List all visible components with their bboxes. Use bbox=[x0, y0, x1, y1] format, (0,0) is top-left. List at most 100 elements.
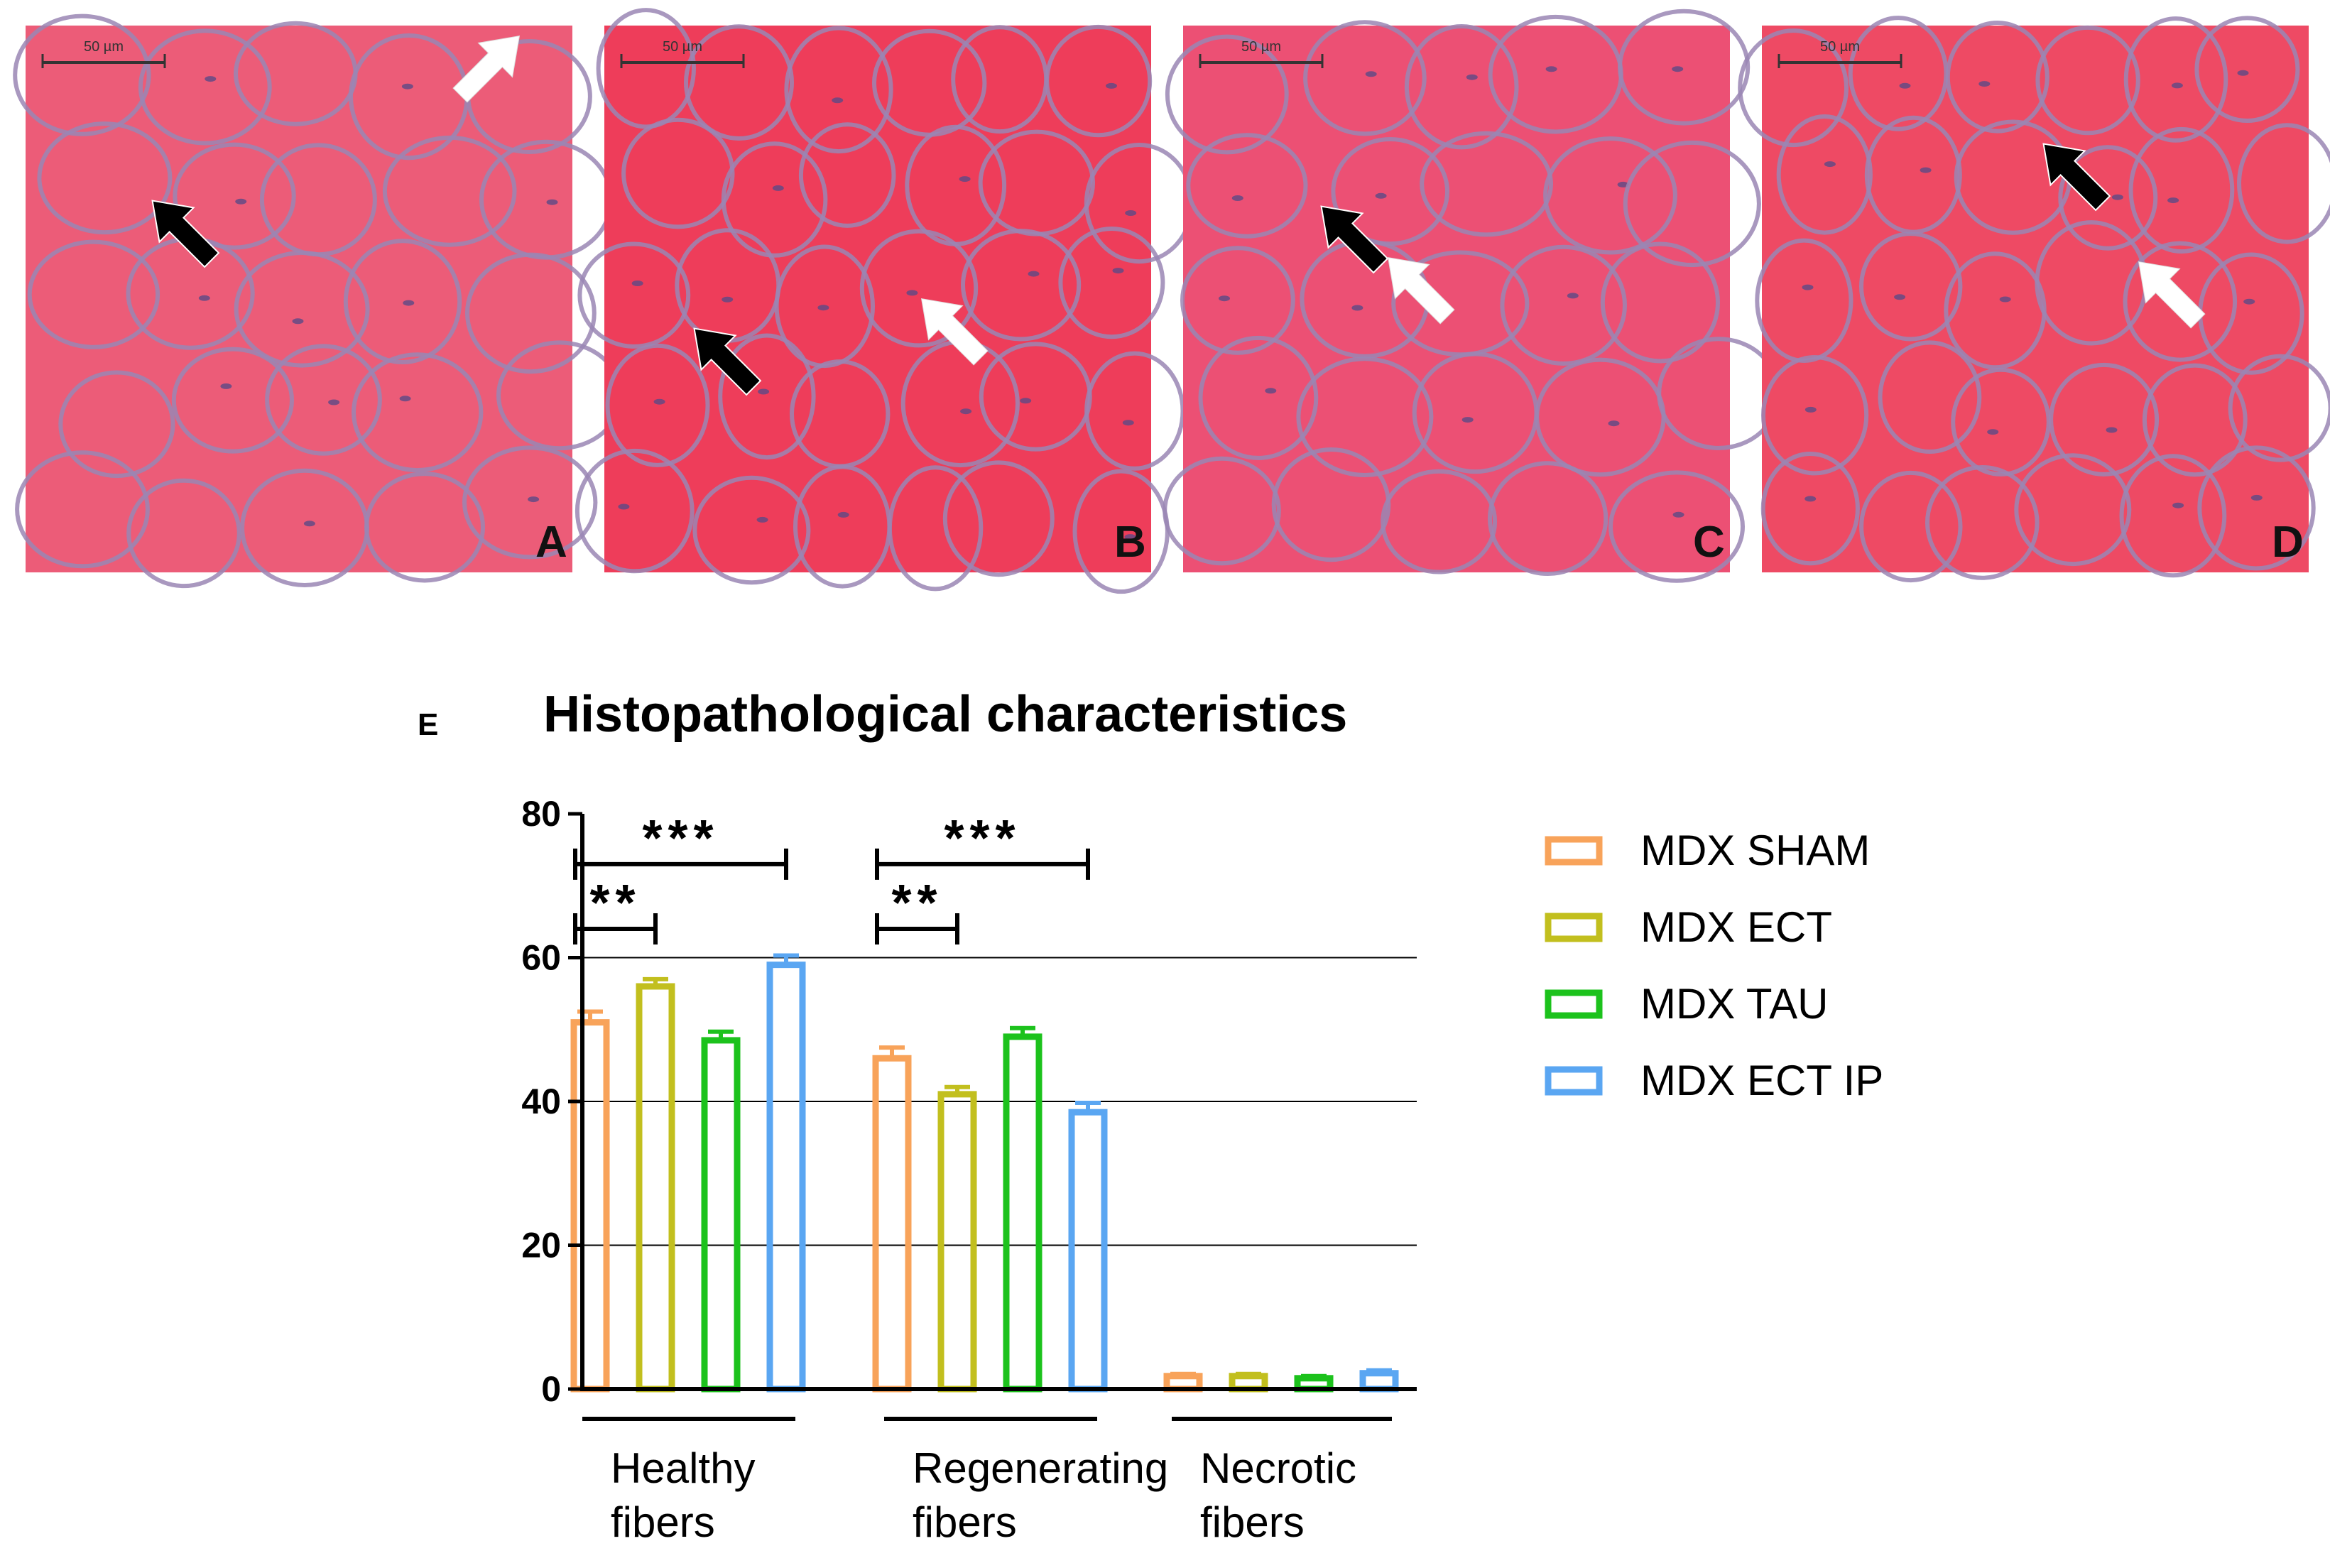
nucleus bbox=[2167, 197, 2179, 204]
nucleus bbox=[1231, 195, 1243, 201]
nucleus bbox=[817, 305, 829, 311]
muscle-fiber bbox=[13, 13, 151, 136]
muscle-fiber bbox=[1755, 238, 1853, 363]
nucleus bbox=[401, 83, 413, 89]
category-label: fibers bbox=[913, 1498, 1017, 1546]
nucleus bbox=[1920, 167, 1932, 173]
nucleus bbox=[403, 300, 415, 306]
chart-title: Histopathological characteristics bbox=[543, 686, 1347, 743]
arrow-black-icon bbox=[151, 200, 220, 268]
muscle-fiber bbox=[27, 239, 160, 349]
arrow-black-icon bbox=[2042, 143, 2111, 212]
scale-bar-label-a: 50 µm bbox=[84, 39, 124, 55]
legend-label: MDX ECT bbox=[1640, 903, 1832, 951]
muscle-fiber bbox=[2228, 354, 2330, 462]
muscle-fiber bbox=[1951, 367, 2051, 477]
muscle-fiber bbox=[2035, 25, 2140, 136]
muscle-fiber bbox=[1381, 469, 1498, 575]
nucleus bbox=[1567, 293, 1579, 299]
nucleus bbox=[1122, 420, 1134, 426]
nucleus bbox=[399, 396, 411, 402]
nucleus bbox=[235, 198, 247, 205]
muscle-fiber bbox=[1084, 351, 1185, 471]
muscle-fiber bbox=[1878, 340, 1982, 454]
bar bbox=[937, 1091, 977, 1393]
muscle-fiber bbox=[2119, 454, 2227, 578]
nucleus bbox=[1899, 82, 1911, 89]
muscle-fiber bbox=[1331, 137, 1450, 246]
category-label: Regenerating bbox=[913, 1444, 1168, 1492]
nucleus bbox=[328, 399, 340, 405]
bar bbox=[570, 1019, 610, 1393]
significance-stars: *** bbox=[642, 810, 719, 867]
muscle-fiber bbox=[343, 239, 462, 365]
arrow-white-icon bbox=[920, 298, 989, 366]
histology-panel-d: 50 µm D bbox=[1738, 16, 2330, 583]
bar bbox=[1003, 1033, 1042, 1393]
muscle-fiber bbox=[171, 347, 294, 454]
nucleus bbox=[1020, 398, 1032, 404]
category-label: Necrotic bbox=[1200, 1444, 1356, 1492]
error-bars bbox=[577, 953, 1392, 1378]
muscle-fiber bbox=[1738, 28, 1849, 148]
muscle-fiber bbox=[1198, 335, 1319, 460]
nucleus bbox=[1617, 181, 1629, 187]
muscle-fiber bbox=[1296, 356, 1434, 477]
muscle-fiber bbox=[1761, 355, 1869, 476]
nucleus bbox=[1365, 71, 1377, 77]
muscle-fiber bbox=[1543, 136, 1677, 255]
muscle-fiber bbox=[1776, 114, 1873, 235]
bars bbox=[570, 962, 1399, 1393]
muscle-fiber bbox=[1945, 21, 2049, 134]
significance-stars: ** bbox=[589, 875, 641, 932]
muscle-fiber bbox=[784, 26, 893, 154]
muscle-fiber bbox=[605, 343, 710, 467]
nucleus bbox=[960, 408, 972, 415]
y-ticks: 0 20 40 60 80 bbox=[521, 794, 582, 1409]
nucleus bbox=[1894, 294, 1906, 300]
muscle-fiber bbox=[1600, 241, 1721, 364]
scale-bar-label-c: 50 µm bbox=[1241, 39, 1281, 55]
panel-letter-e: E bbox=[418, 707, 438, 742]
scale-bar-b: 50 µm bbox=[620, 39, 745, 68]
muscle-fiber bbox=[2194, 16, 2300, 124]
legend-swatch bbox=[1545, 989, 1603, 1019]
nucleus bbox=[2243, 298, 2255, 305]
scale-bar-label-b: 50 µm bbox=[663, 39, 702, 55]
nucleus bbox=[1466, 74, 1478, 80]
muscle-fiber bbox=[1420, 131, 1554, 237]
nucleus bbox=[2237, 70, 2249, 76]
significance-brackets: ********** bbox=[573, 810, 1090, 944]
legend-swatch bbox=[1545, 836, 1603, 866]
legend: MDX SHAM MDX ECT MDX TAU MDX ECT IP bbox=[1545, 827, 1883, 1104]
muscle-fiber bbox=[942, 460, 1055, 577]
nucleus bbox=[1375, 192, 1387, 199]
nucleus bbox=[1028, 271, 1040, 277]
legend-label: MDX SHAM bbox=[1640, 827, 1870, 874]
y-tick-label: 20 bbox=[521, 1226, 561, 1265]
arrow-black-icon bbox=[693, 327, 762, 396]
nucleus bbox=[1672, 511, 1684, 518]
muscle-fiber bbox=[2123, 241, 2238, 362]
nucleus bbox=[546, 199, 558, 205]
muscle-fiber bbox=[462, 445, 598, 560]
muscle-fiber bbox=[596, 8, 696, 129]
bar bbox=[766, 962, 806, 1393]
nucleus bbox=[198, 295, 210, 301]
nucleus bbox=[2111, 194, 2123, 200]
muscle-fiber bbox=[2049, 362, 2160, 477]
y-tick-label: 0 bbox=[541, 1369, 561, 1409]
nucleus bbox=[220, 383, 232, 389]
legend-swatch bbox=[1545, 1066, 1603, 1096]
muscle-fiber bbox=[859, 229, 979, 348]
histology-panel-c: 50 µm C bbox=[1163, 9, 1781, 583]
nucleus bbox=[832, 97, 844, 104]
bar bbox=[701, 1037, 741, 1393]
nucleus bbox=[2106, 427, 2118, 433]
nucleus bbox=[1672, 66, 1684, 72]
histology-panel-b: 50 µm B bbox=[575, 8, 1194, 594]
muscle-fiber bbox=[37, 121, 173, 235]
nucleus bbox=[1802, 284, 1814, 290]
muscle-fiber bbox=[2142, 363, 2248, 477]
